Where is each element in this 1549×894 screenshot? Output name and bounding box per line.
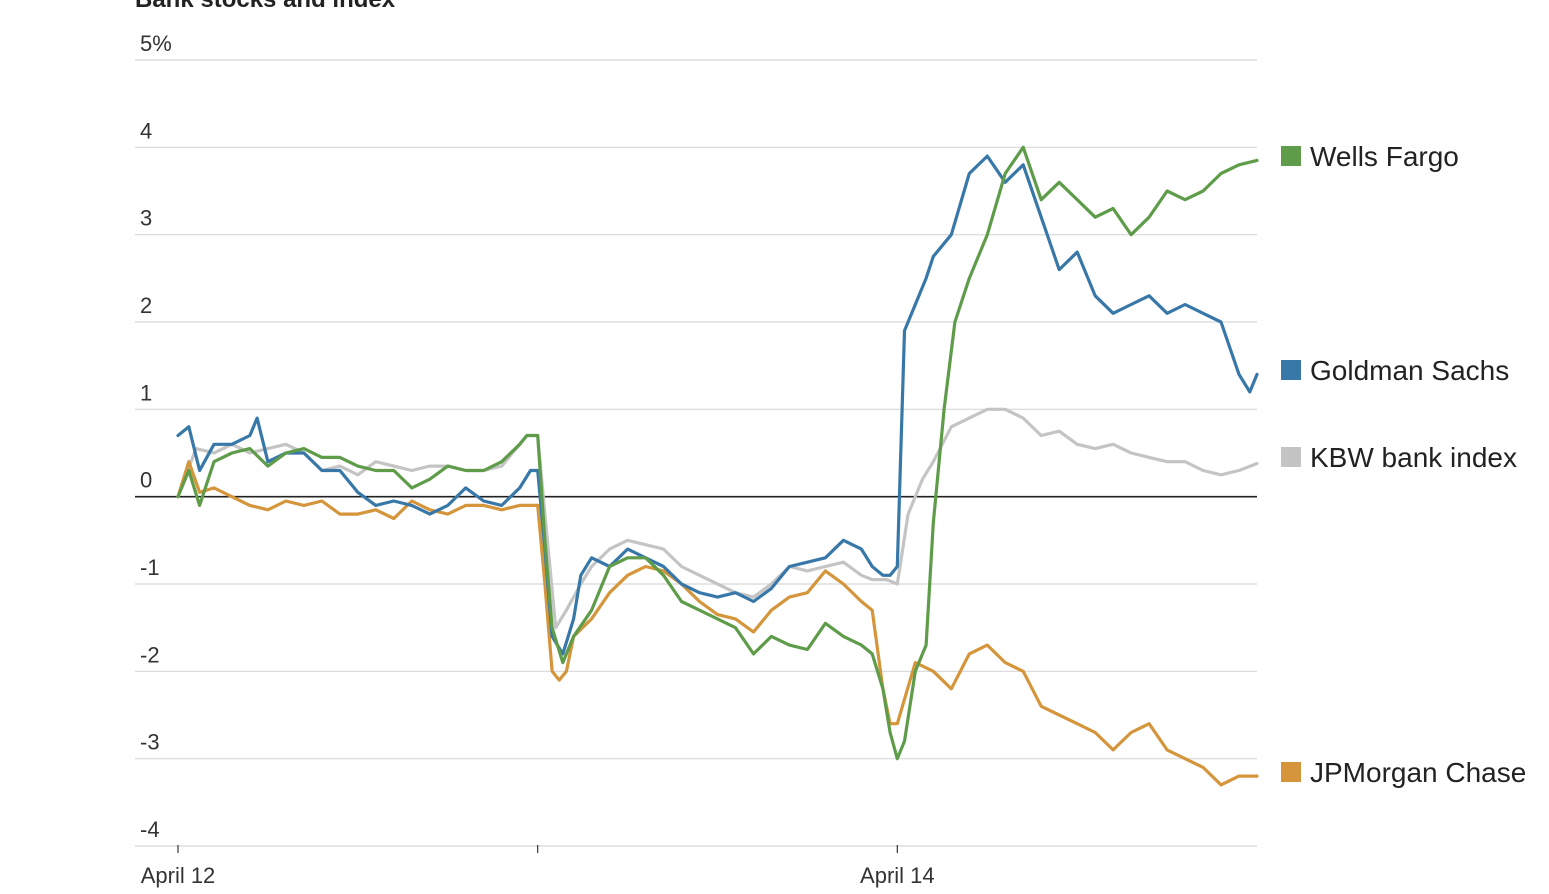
legend: KBW bank index JPMorgan Chase Goldman Sach… bbox=[1281, 141, 1526, 788]
y-axis-ticks: 5% 4 3 2 1 0 -1 -2 -3 -4 bbox=[140, 31, 172, 842]
legend-swatch bbox=[1281, 762, 1301, 782]
x-tick-label: April 12 bbox=[141, 863, 216, 888]
y-tick-label: -3 bbox=[140, 730, 160, 755]
y-tick-label: 5% bbox=[140, 31, 172, 56]
legend-item: JPMorgan Chase bbox=[1281, 757, 1526, 788]
series-line-jpmorgan-chase bbox=[176, 460, 1259, 787]
y-tick-label: 2 bbox=[140, 293, 152, 318]
x-tick-label: April 14 bbox=[860, 863, 935, 888]
legend-label: JPMorgan Chase bbox=[1310, 757, 1526, 788]
series-line-kbw-bank-index bbox=[176, 407, 1259, 630]
gridlines bbox=[135, 59, 1257, 847]
series-lines bbox=[176, 145, 1259, 787]
y-tick-label: 3 bbox=[140, 206, 152, 231]
y-tick-label: -2 bbox=[140, 642, 160, 667]
y-tick-label: -4 bbox=[140, 817, 160, 842]
legend-swatch bbox=[1281, 447, 1301, 467]
legend-swatch bbox=[1281, 360, 1301, 380]
legend-label: KBW bank index bbox=[1310, 442, 1517, 473]
legend-item: Goldman Sachs bbox=[1281, 355, 1509, 386]
chart-title: Bank stocks and index bbox=[135, 0, 395, 14]
y-tick-label: -1 bbox=[140, 555, 160, 580]
legend-item: Wells Fargo bbox=[1281, 141, 1459, 172]
series-line-wells-fargo bbox=[176, 145, 1259, 761]
series-line-goldman-sachs bbox=[176, 154, 1259, 656]
y-tick-label: 1 bbox=[140, 380, 152, 405]
x-axis-ticks: April 12 April 14 bbox=[141, 845, 935, 888]
legend-label: Wells Fargo bbox=[1310, 141, 1459, 172]
y-tick-label: 4 bbox=[140, 118, 152, 143]
legend-swatch bbox=[1281, 146, 1301, 166]
legend-item: KBW bank index bbox=[1281, 442, 1517, 473]
legend-label: Goldman Sachs bbox=[1310, 355, 1509, 386]
y-tick-label: 0 bbox=[140, 468, 152, 493]
